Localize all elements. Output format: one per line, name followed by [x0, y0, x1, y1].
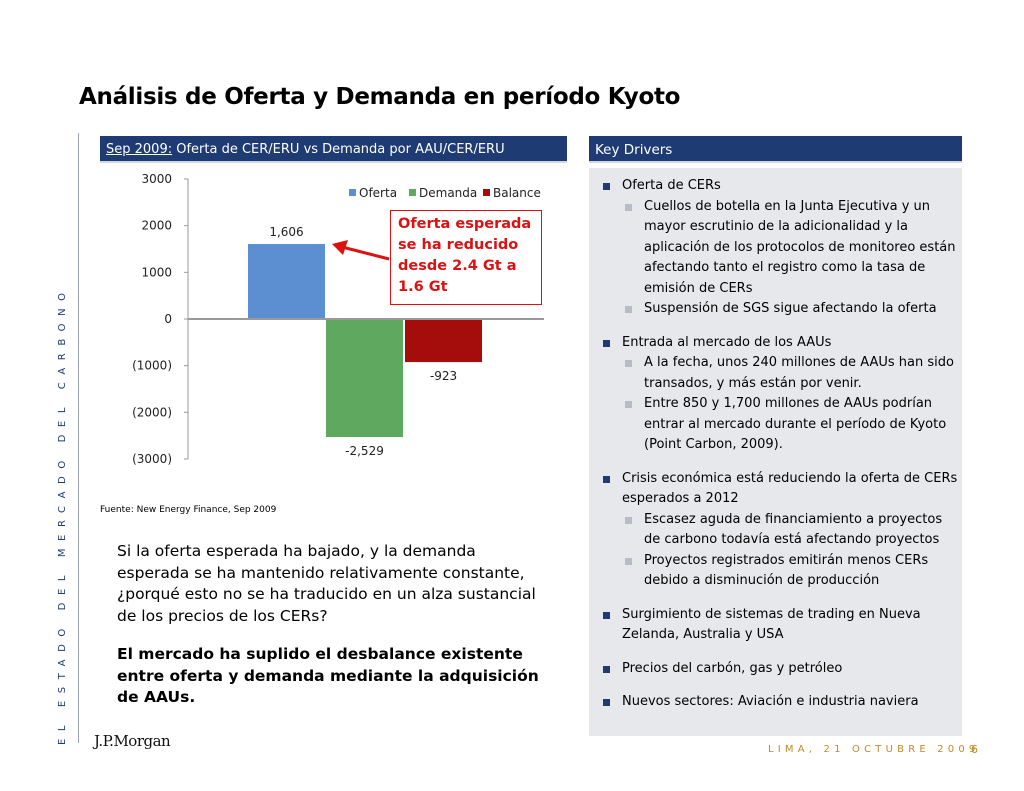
key-driver-label: Entrada al mercado de los AAUs: [622, 334, 832, 350]
chart-header-title: Oferta de CER/ERU vs Demanda por AAU/CER…: [172, 142, 505, 157]
key-driver-subitem: Escasez aguda de financiamiento a proyec…: [589, 510, 962, 551]
key-driver-subitem-text: A la fecha, unos 240 millones de AAUs ha…: [644, 355, 954, 391]
legend-label: Balance: [493, 186, 541, 200]
bar-data-label: -923: [430, 369, 457, 383]
bar-balance: [405, 319, 482, 363]
key-driver-label: Precios del carbón, gas y petróleo: [622, 660, 843, 676]
key-driver-subitem: Entre 850 y 1,700 millones de AAUs podrí…: [589, 394, 962, 456]
sub-bullet-square-icon: [625, 360, 632, 367]
arrow-line: [341, 245, 390, 261]
chart-source: Fuente: New Energy Finance, Sep 2009: [100, 505, 277, 515]
key-driver-item: Surgimiento de sistemas de trading en Nu…: [589, 605, 962, 646]
key-driver-subitem: Cuellos de botella en la Junta Ejecutiva…: [589, 197, 962, 300]
footer-date: LIMA, 21 OCTUBRE 2009: [768, 744, 980, 755]
legend-swatch-balance: [483, 189, 490, 196]
bullet-square-icon: [603, 183, 610, 190]
sub-bullet-square-icon: [625, 557, 632, 565]
body-text: Si la oferta esperada ha bajado, y la de…: [117, 541, 547, 726]
legend-label: Oferta: [359, 186, 397, 200]
key-driver-subitem-text: Proyectos registrados emitirán menos CER…: [644, 552, 929, 589]
vertical-divider: [78, 133, 79, 743]
arrow-head-icon: [332, 240, 348, 255]
key-driver-label: Oferta de CERs: [622, 178, 721, 193]
key-driver-subitem-text: Suspensión de SGS sigue afectando la ofe…: [644, 301, 937, 316]
bar-data-label: 1,606: [269, 225, 303, 239]
y-tick-label: (1000): [132, 359, 172, 373]
bar-oferta: [248, 244, 325, 319]
key-driver-item: Crisis económica está reduciendo la ofer…: [589, 469, 962, 510]
key-driver-item: Precios del carbón, gas y petróleo: [589, 659, 962, 680]
key-driver-subitem: A la fecha, unos 240 millones de AAUs ha…: [589, 353, 962, 394]
page-title: Análisis de Oferta y Demanda en período …: [79, 84, 681, 110]
answer-paragraph: El mercado ha suplido el desbalance exis…: [117, 645, 539, 706]
question-paragraph: Si la oferta esperada ha bajado, y la de…: [117, 542, 536, 625]
legend-label: Demanda: [419, 186, 477, 200]
bar-demanda: [326, 319, 403, 438]
legend-swatch-oferta: [349, 189, 356, 196]
key-driver-subitem-text: Escasez aguda de financiamiento a proyec…: [644, 511, 943, 548]
legend-swatch-demanda: [409, 189, 416, 196]
bar-data-label: -2,529: [345, 444, 384, 458]
y-tick-label: 3000: [141, 172, 172, 186]
side-section-label: EL ESTADO DEL MERCADO DEL CARBONO: [57, 285, 68, 745]
sub-bullet-square-icon: [625, 516, 632, 524]
sub-bullet-square-icon: [625, 306, 632, 313]
chart-callout: Oferta esperada se ha reducido desde 2.4…: [390, 210, 542, 305]
sub-bullet-square-icon: [625, 203, 632, 211]
key-driver-subitem-text: Cuellos de botella en la Junta Ejecutiva…: [644, 198, 956, 296]
bullet-square-icon: [603, 339, 610, 347]
key-driver-item: Entrada al mercado de los AAUs: [589, 333, 962, 354]
y-tick-label: 2000: [141, 219, 172, 233]
key-driver-label: Crisis económica está reduciendo la ofer…: [622, 470, 958, 507]
key-drivers-list: Oferta de CERs Cuellos de botella en la J…: [589, 176, 962, 713]
key-driver-subitem-text: Entre 850 y 1,700 millones de AAUs podrí…: [644, 396, 947, 452]
bullet-square-icon: [603, 475, 610, 483]
page-number: 6: [971, 743, 978, 756]
key-driver-label: Surgimiento de sistemas de trading en Nu…: [622, 606, 921, 643]
bullet-square-icon: [603, 665, 610, 673]
bullet-square-icon: [603, 611, 610, 619]
key-driver-item: Oferta de CERs: [589, 176, 962, 197]
chart-header: Sep 2009: Oferta de CER/ERU vs Demanda p…: [100, 136, 567, 163]
key-driver-subitem: Proyectos registrados emitirán menos CER…: [589, 551, 962, 592]
y-tick-label: (3000): [132, 452, 172, 466]
key-driver-item: Nuevos sectores: Aviación e industria na…: [589, 692, 962, 713]
sub-bullet-square-icon: [625, 401, 632, 408]
bullet-square-icon: [603, 699, 610, 706]
key-driver-subitem: Suspensión de SGS sigue afectando la ofe…: [589, 299, 962, 320]
y-tick-label: 0: [164, 312, 172, 326]
y-tick-label: (2000): [132, 405, 172, 419]
jpmorgan-logo: J.P.Morgan: [94, 732, 171, 750]
y-tick-label: 1000: [141, 265, 172, 279]
key-drivers-header: Key Drivers: [589, 136, 962, 163]
chart-header-date: Sep 2009:: [106, 142, 173, 157]
key-driver-label: Nuevos sectores: Aviación e industria na…: [622, 694, 919, 709]
key-drivers-panel: Oferta de CERs Cuellos de botella en la J…: [589, 168, 962, 736]
